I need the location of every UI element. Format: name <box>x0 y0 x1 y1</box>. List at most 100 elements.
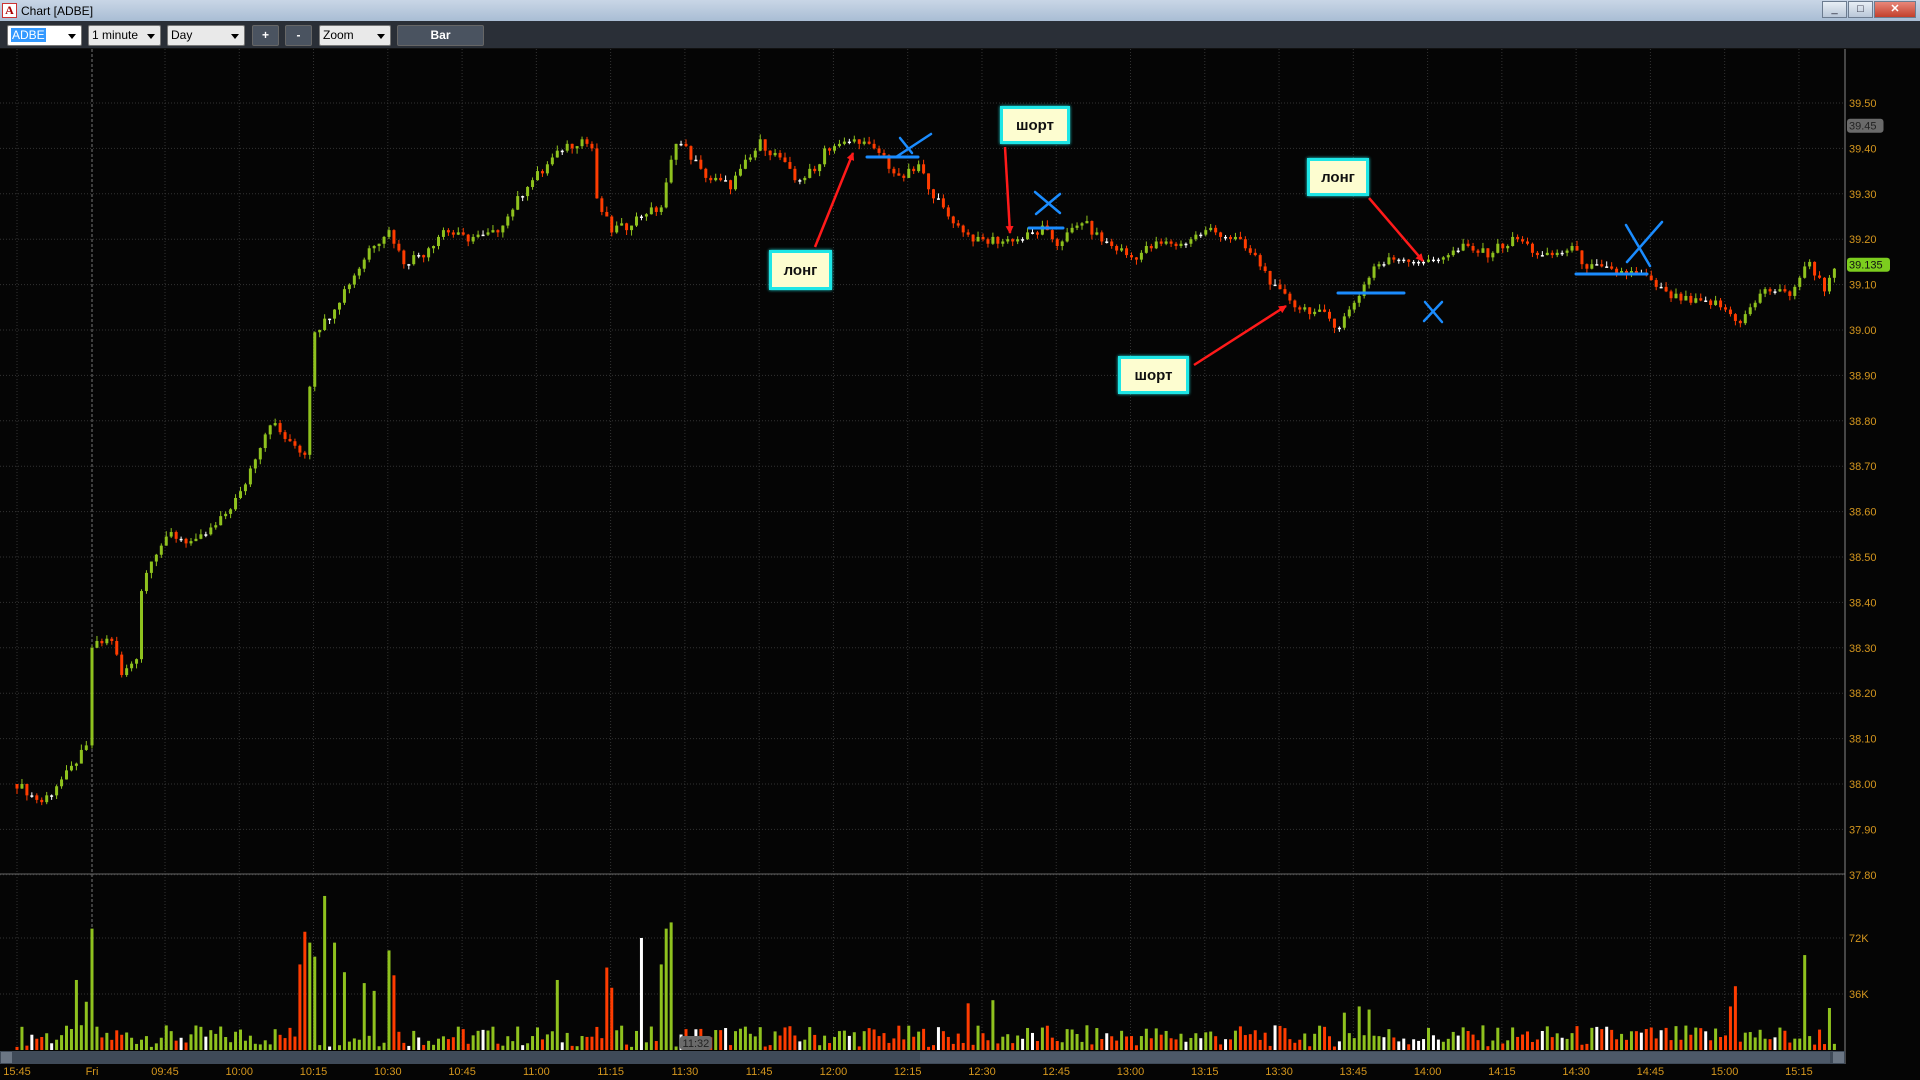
volume-bar <box>1130 1036 1133 1050</box>
annotation-long-2: лонг <box>1307 158 1369 196</box>
cross-mark-icon <box>898 136 914 155</box>
candle-body <box>323 318 327 330</box>
scrollbar-thumb[interactable] <box>920 1052 1830 1063</box>
time-tick-label: 10:15 <box>300 1066 328 1078</box>
candle-body <box>996 236 1000 244</box>
chart-type-button[interactable]: Bar <box>397 25 484 46</box>
candle-body <box>1446 255 1450 258</box>
candle-body <box>441 230 445 237</box>
candle-body <box>842 141 846 144</box>
candle-body <box>60 779 64 787</box>
candle-body <box>823 148 827 165</box>
annotation-short-2: шорт <box>1118 356 1189 394</box>
volume-bar <box>15 1046 19 1050</box>
candle-body <box>615 225 619 233</box>
maximize-icon[interactable]: □ <box>1848 1 1873 18</box>
volume-bar <box>417 1037 421 1050</box>
close-icon[interactable]: ✕ <box>1874 1 1916 18</box>
candle-body <box>986 239 990 244</box>
volume-bar <box>1506 1040 1510 1050</box>
candle-body <box>1595 264 1599 266</box>
range-select[interactable]: Day <box>167 25 245 46</box>
volume-bar <box>768 1045 772 1050</box>
chevron-down-icon <box>377 34 385 39</box>
volume-bar <box>1298 1039 1302 1050</box>
candle-body <box>159 545 163 555</box>
volume-bar <box>1684 1025 1688 1050</box>
candle-body <box>1362 284 1366 296</box>
candle-body <box>288 438 292 442</box>
candle-body <box>753 150 757 158</box>
candle-body <box>1753 302 1757 308</box>
symbol-select[interactable]: ADBE <box>7 25 82 46</box>
candle-body <box>961 225 965 233</box>
scroll-left-button[interactable] <box>1 1052 12 1063</box>
zoom-select[interactable]: Zoom <box>319 25 391 46</box>
candle-body <box>1248 248 1252 253</box>
volume-bar <box>946 1036 950 1050</box>
volume-bar <box>511 1041 515 1050</box>
candle-body <box>174 532 178 539</box>
volume-bar <box>719 1030 723 1050</box>
volume-bar <box>1719 1037 1723 1050</box>
volume-bar <box>1813 1044 1817 1050</box>
interval-select[interactable]: 1 minute <box>88 25 161 46</box>
candle-body <box>1105 241 1109 243</box>
candle-body <box>1634 270 1638 274</box>
volume-bar <box>798 1041 802 1050</box>
candle-body <box>308 386 312 455</box>
candle-body <box>372 246 376 249</box>
volume-bar <box>585 1036 589 1050</box>
volume-bar <box>724 1028 728 1050</box>
candle-body <box>1818 275 1822 278</box>
candle-body <box>1387 257 1391 265</box>
time-tick-label: 12:30 <box>968 1066 996 1078</box>
scroll-right-button[interactable] <box>1833 1052 1844 1063</box>
candle-body <box>125 668 129 676</box>
volume-bar <box>1728 1006 1732 1050</box>
candle-body <box>664 182 668 208</box>
candle-body <box>1585 264 1589 269</box>
candle-body <box>1233 236 1237 240</box>
volume-bar <box>674 1046 678 1050</box>
candle-body <box>1278 284 1282 290</box>
candle-body <box>818 164 822 172</box>
volume-bar <box>90 928 94 1050</box>
candle-body <box>199 534 203 539</box>
price-chart[interactable]: 39.50 39.40 39.30 39.20 39.10 39.00 38.90 38.80… <box>0 49 1920 1080</box>
zoom-in-button[interactable]: + <box>252 25 279 46</box>
volume-bar <box>823 1035 827 1050</box>
volume-bar <box>338 1045 341 1050</box>
volume-bar <box>1313 1033 1317 1050</box>
volume-bar <box>1629 1031 1633 1050</box>
cursor-price-badge-bg <box>1847 118 1884 133</box>
zoom-out-button[interactable]: - <box>285 25 312 46</box>
volume-bar <box>1332 1046 1336 1050</box>
candle-body <box>857 139 861 144</box>
candle-body <box>392 230 396 244</box>
candle-body <box>303 452 307 455</box>
volume-bar <box>1021 1038 1025 1050</box>
candle-body <box>684 143 688 147</box>
volume-bar <box>1422 1039 1426 1050</box>
volume-bar <box>1733 986 1737 1050</box>
candle-body <box>951 216 955 224</box>
volume-bar <box>1461 1027 1465 1050</box>
volume-bar <box>1526 1031 1529 1050</box>
candle-body <box>491 230 495 233</box>
volume-bar <box>456 1026 460 1050</box>
candle-body <box>1095 232 1099 235</box>
volume-bar <box>1417 1040 1421 1050</box>
minimize-icon[interactable]: _ <box>1822 1 1847 18</box>
volume-bar <box>1293 1042 1297 1050</box>
volume-bar <box>387 950 391 1050</box>
volume-bar <box>664 928 668 1050</box>
volume-bar <box>481 1029 485 1050</box>
volume-bar <box>323 895 327 1050</box>
volume-bar <box>130 1037 134 1050</box>
volume-bar <box>1743 1032 1747 1050</box>
volume-bar <box>1303 1033 1307 1050</box>
candle-body <box>560 150 564 153</box>
volume-bar <box>154 1043 158 1050</box>
volume-bar <box>273 1029 277 1050</box>
